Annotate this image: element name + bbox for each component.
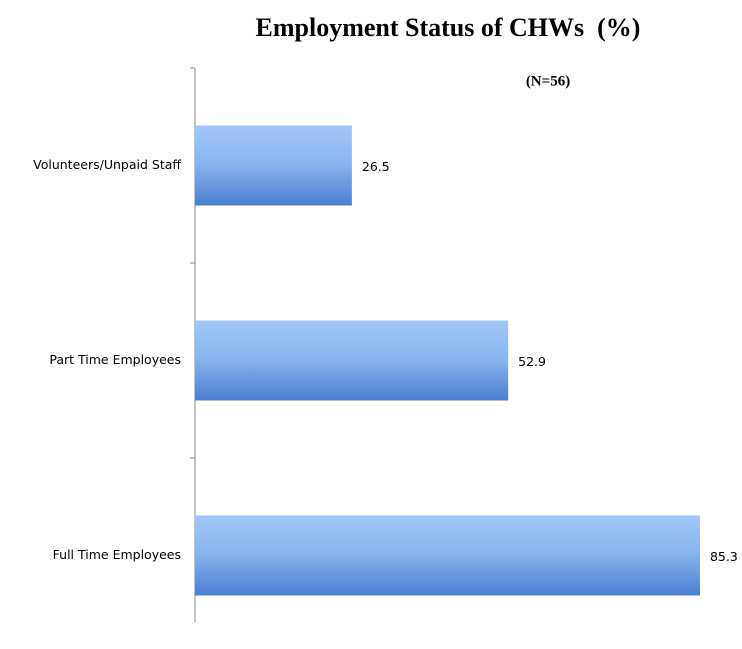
- y-tick-label: Part Time Employees: [49, 352, 181, 367]
- bar: [195, 320, 509, 401]
- y-tick-label: Volunteers/Unpaid Staff: [33, 157, 181, 172]
- value-label: 26.5: [362, 159, 390, 174]
- bar: [195, 125, 352, 206]
- y-tick-label: Full Time Employees: [53, 547, 181, 562]
- annotation: (N=56): [526, 73, 570, 89]
- bar: [195, 515, 700, 596]
- value-label: 85.3: [710, 549, 738, 564]
- value-label: 52.9: [518, 354, 546, 369]
- chart-title: Employment Status of CHWs (%): [256, 13, 641, 42]
